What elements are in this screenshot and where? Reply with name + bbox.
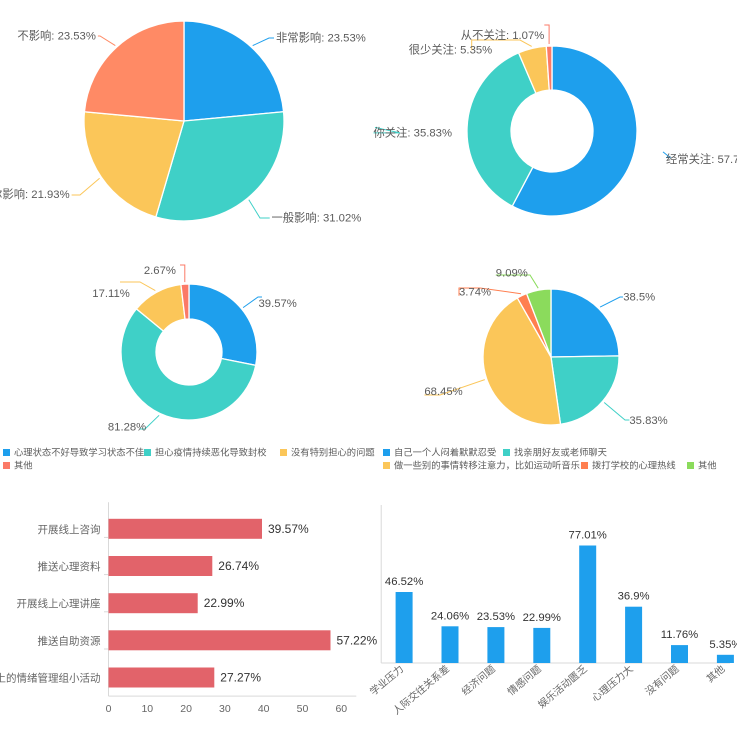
svg-text:60: 60	[335, 703, 347, 715]
svg-text:其他: 其他	[698, 459, 717, 470]
svg-text:10: 10	[141, 703, 153, 715]
svg-text:11.76%: 11.76%	[661, 629, 698, 641]
svg-text:开展线上心理讲座: 开展线上心理讲座	[17, 597, 101, 610]
svg-text:26.74%: 26.74%	[218, 559, 259, 573]
svg-text:推送心理资料: 推送心理资料	[38, 560, 101, 573]
svg-text:其他: 其他	[14, 459, 33, 470]
svg-text:40: 40	[258, 703, 270, 715]
svg-text:22.99%: 22.99%	[204, 596, 245, 610]
svg-text:情感问题: 情感问题	[505, 662, 544, 698]
svg-text:20: 20	[180, 703, 192, 715]
svg-text:经济问题: 经济问题	[459, 662, 498, 698]
svg-text:做一些别的事情转移注意力，比如运动听音乐: 做一些别的事情转移注意力，比如运动听音乐	[394, 459, 580, 470]
svg-text:27.27%: 27.27%	[220, 671, 261, 685]
svg-text:娱乐活动匮乏: 娱乐活动匮乏	[535, 662, 589, 711]
svg-text:24.06%: 24.06%	[431, 610, 469, 622]
svg-text:心理状态不好导致学习状态不佳: 心理状态不好导致学习状态不佳	[14, 446, 144, 457]
svg-text:23.53%: 23.53%	[477, 611, 515, 623]
svg-text:推送自助资源: 推送自助资源	[38, 634, 101, 647]
svg-text:在线上的情绪管理组小活动: 在线上的情绪管理组小活动	[0, 672, 101, 685]
svg-text:开展线上咨询: 开展线上咨询	[38, 523, 101, 536]
svg-text:拨打学校的心理热线: 拨打学校的心理热线	[592, 459, 676, 470]
svg-text:0: 0	[106, 703, 112, 715]
svg-text:36.9%: 36.9%	[618, 591, 650, 603]
svg-text:学业压力: 学业压力	[367, 662, 406, 698]
svg-text:没有特别担心的问题: 没有特别担心的问题	[291, 446, 375, 457]
svg-text:50: 50	[297, 703, 309, 715]
svg-text:77.01%: 77.01%	[569, 530, 607, 542]
svg-text:22.99%: 22.99%	[523, 612, 561, 624]
svg-text:其他: 其他	[704, 662, 728, 685]
svg-text:5.35%: 5.35%	[709, 639, 737, 651]
svg-text:担心疫情持续恶化导致封校: 担心疫情持续恶化导致封校	[155, 446, 267, 457]
svg-text:没有问题: 没有问题	[642, 662, 681, 698]
svg-text:自己一个人闷着默默忍受: 自己一个人闷着默默忍受	[394, 446, 496, 457]
svg-text:39.57%: 39.57%	[268, 522, 309, 536]
svg-text:找亲朋好友或老师聊天: 找亲朋好友或老师聊天	[514, 446, 607, 457]
svg-text:46.52%: 46.52%	[385, 576, 423, 588]
svg-text:30: 30	[219, 703, 231, 715]
svg-text:心理压力大: 心理压力大	[589, 662, 636, 704]
